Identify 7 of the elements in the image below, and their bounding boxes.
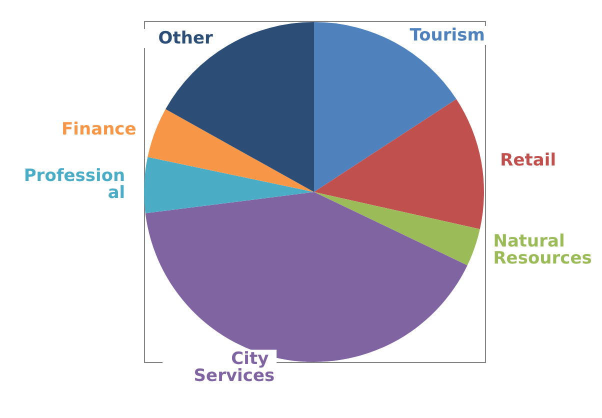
slice-label: Tourism xyxy=(410,25,485,46)
slice-label: Natural Resources xyxy=(493,232,592,269)
slice-label: Professional xyxy=(24,166,126,204)
slice-label: Finance xyxy=(62,120,136,140)
slice-label: Other xyxy=(158,28,214,49)
slice-label: City Services xyxy=(194,349,275,386)
slice-label: Retail xyxy=(500,150,556,170)
